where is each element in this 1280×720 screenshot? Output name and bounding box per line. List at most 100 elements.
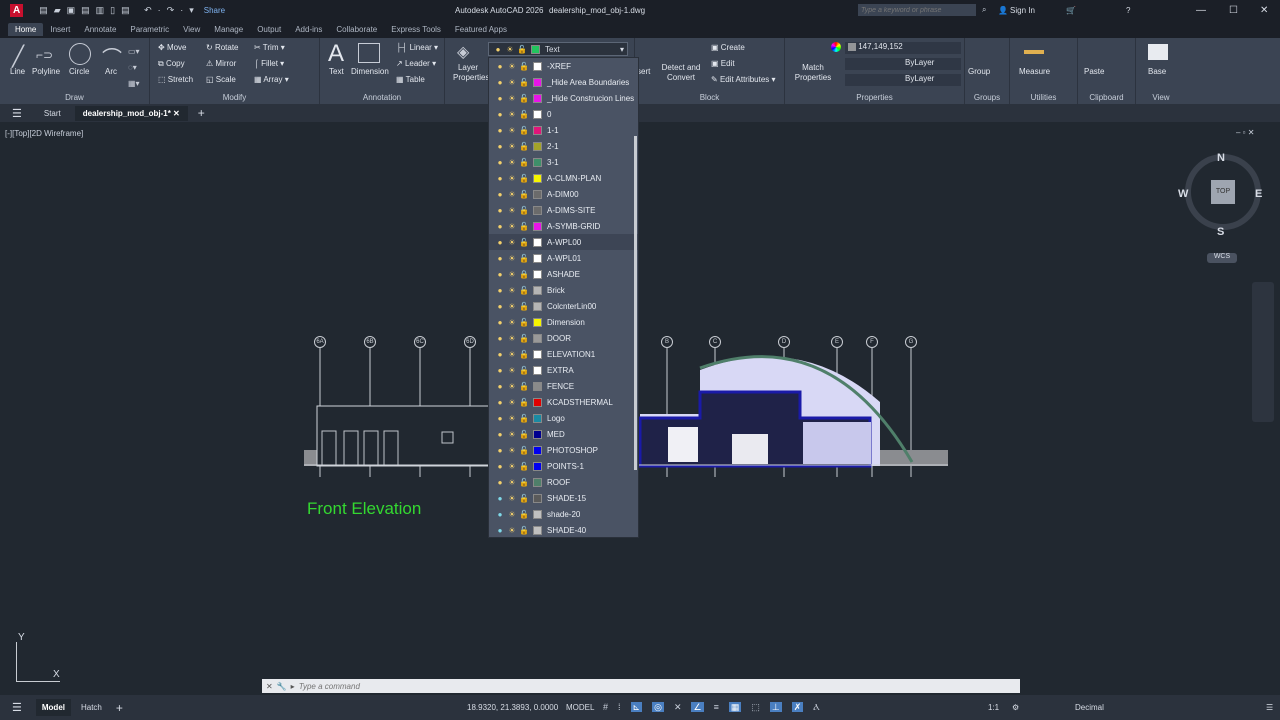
viewport-window-controls[interactable]: – ▫ ✕ bbox=[1236, 128, 1255, 137]
freeze-icon[interactable]: ☀ bbox=[508, 525, 516, 535]
tab-featured-apps[interactable]: Featured Apps bbox=[454, 24, 507, 34]
layer-on-icon[interactable]: ● bbox=[497, 109, 503, 119]
linear-button[interactable]: ├┤ Linear ▾ bbox=[396, 43, 439, 52]
layer-row[interactable]: ● ☀ 🔓 A-WPL01 bbox=[489, 250, 638, 266]
layer-properties-button[interactable]: Layer Properties bbox=[453, 63, 490, 82]
layer-on-icon[interactable]: ● bbox=[497, 429, 503, 439]
freeze-icon[interactable]: ☀ bbox=[508, 333, 516, 343]
layer-row[interactable]: ● ☀ 🔓 PHOTOSHOP bbox=[489, 442, 638, 458]
cart-icon[interactable]: 🛒 bbox=[1066, 5, 1076, 15]
minimize-button[interactable]: — bbox=[1196, 4, 1206, 16]
unlock-icon[interactable]: 🔓 bbox=[519, 157, 529, 167]
tab-view[interactable]: View bbox=[183, 24, 201, 34]
annotation-scale[interactable]: 1:1 bbox=[988, 703, 1000, 712]
freeze-icon[interactable]: ☀ bbox=[508, 301, 516, 311]
freeze-icon[interactable]: ☀ bbox=[508, 397, 516, 407]
trim-button[interactable]: ✂ Trim ▾ bbox=[254, 43, 285, 52]
quick-access-toolbar[interactable]: ▤▰▣▤▥▯▤ ↶·↷·▾ bbox=[39, 4, 200, 15]
layer-on-icon[interactable]: ● bbox=[497, 525, 503, 535]
layer-on-icon[interactable]: ● bbox=[497, 365, 503, 375]
layer-row[interactable]: ● ☀ 🔓 0 bbox=[489, 106, 638, 122]
unlock-icon[interactable]: 🔓 bbox=[519, 413, 529, 423]
dimension-button[interactable]: Dimension bbox=[351, 67, 389, 76]
new-tab-button[interactable]: + bbox=[197, 106, 205, 120]
circle-button[interactable]: Circle bbox=[69, 67, 90, 76]
tab-manage[interactable]: Manage bbox=[214, 24, 244, 34]
close-tab-icon[interactable]: ✕ bbox=[173, 108, 180, 118]
layer-on-icon[interactable]: ● bbox=[497, 221, 503, 231]
close-button[interactable]: ✕ bbox=[1260, 4, 1269, 16]
unlock-icon[interactable]: 🔓 bbox=[519, 237, 529, 247]
viewcube-top[interactable]: TOP bbox=[1211, 180, 1235, 204]
layer-on-icon[interactable]: ● bbox=[497, 189, 503, 199]
unlock-icon[interactable]: 🔓 bbox=[519, 221, 529, 231]
freeze-icon[interactable]: ☀ bbox=[508, 125, 516, 135]
freeze-icon[interactable]: ☀ bbox=[508, 173, 516, 183]
unlock-icon[interactable]: 🔓 bbox=[519, 61, 529, 71]
base-button[interactable]: Base bbox=[1148, 67, 1167, 76]
layer-row[interactable]: ● ☀ 🔓 SHADE-15 bbox=[489, 490, 638, 506]
scale-button[interactable]: ◱ Scale bbox=[206, 75, 236, 84]
unlock-icon[interactable]: 🔓 bbox=[519, 397, 529, 407]
draw-panel-title[interactable]: Draw bbox=[65, 93, 84, 102]
unlock-icon[interactable]: 🔓 bbox=[519, 349, 529, 359]
freeze-icon[interactable]: ☀ bbox=[508, 429, 516, 439]
layer-on-icon[interactable]: ● bbox=[497, 77, 503, 87]
text-button[interactable]: Text bbox=[329, 67, 344, 76]
layer-on-icon[interactable]: ● bbox=[497, 381, 503, 391]
groups-panel-title[interactable]: Groups bbox=[973, 93, 1001, 102]
measure-button[interactable]: Measure bbox=[1019, 67, 1051, 76]
layer-row[interactable]: ● ☀ 🔓 A-WPL00 bbox=[489, 234, 638, 250]
layout-menu-icon[interactable]: ☰ bbox=[12, 702, 22, 714]
freeze-icon[interactable]: ☀ bbox=[508, 189, 516, 199]
command-close-icon[interactable]: ✕ bbox=[266, 681, 273, 691]
search-icon[interactable]: ⌕ bbox=[982, 5, 987, 14]
layer-row[interactable]: ● ☀ 🔓 SHADE-40 bbox=[489, 522, 638, 538]
layer-on-icon[interactable]: ● bbox=[497, 285, 503, 295]
freeze-icon[interactable]: ☀ bbox=[508, 477, 516, 487]
block-panel-title[interactable]: Block bbox=[699, 93, 720, 102]
command-settings-icon[interactable]: 🔧 bbox=[276, 681, 287, 691]
layer-on-icon[interactable]: ● bbox=[497, 141, 503, 151]
stretch-button[interactable]: ⬚ Stretch bbox=[158, 75, 194, 84]
unlock-icon[interactable]: 🔓 bbox=[519, 445, 529, 455]
modify-panel-title[interactable]: Modify bbox=[222, 93, 247, 102]
unlock-icon[interactable]: 🔓 bbox=[519, 365, 529, 375]
layer-row[interactable]: ● ☀ 🔓 A-DIMS-SITE bbox=[489, 202, 638, 218]
workspace-gear-icon[interactable]: ⚙ bbox=[1012, 703, 1020, 712]
group-button[interactable]: Group bbox=[968, 67, 991, 76]
copy-button[interactable]: ⧉ Copy bbox=[158, 59, 185, 68]
freeze-icon[interactable]: ☀ bbox=[508, 461, 516, 471]
tab-express-tools[interactable]: Express Tools bbox=[391, 24, 441, 34]
layer-on-icon[interactable]: ● bbox=[497, 317, 503, 327]
layer-row[interactable]: ● ☀ 🔓 2-1 bbox=[489, 138, 638, 154]
navigation-bar[interactable] bbox=[1252, 282, 1274, 422]
layer-row[interactable]: ● ☀ 🔓 1-1 bbox=[489, 122, 638, 138]
leader-button[interactable]: ↗ Leader ▾ bbox=[396, 59, 437, 68]
freeze-icon[interactable]: ☀ bbox=[508, 365, 516, 375]
layer-on-icon[interactable]: ● bbox=[497, 61, 503, 71]
layer-row[interactable]: ● ☀ 🔓 A-CLMN-PLAN bbox=[489, 170, 638, 186]
tab-parametric[interactable]: Parametric bbox=[130, 24, 170, 34]
layer-row[interactable]: ● ☀ 🔓 3-1 bbox=[489, 154, 638, 170]
unlock-icon[interactable]: 🔓 bbox=[519, 109, 529, 119]
freeze-icon[interactable]: ☀ bbox=[508, 237, 516, 247]
freeze-icon[interactable]: ☀ bbox=[508, 285, 516, 295]
utilities-panel-title[interactable]: Utilities bbox=[1030, 93, 1057, 102]
layer-row[interactable]: ● ☀ 🔒 ASHADE bbox=[489, 266, 638, 282]
paste-button[interactable]: Paste bbox=[1084, 67, 1105, 76]
layer-on-icon[interactable]: ● bbox=[497, 157, 503, 167]
layer-on-icon[interactable]: ● bbox=[497, 397, 503, 407]
layer-row[interactable]: ● ☀ 🔓 EXTRA bbox=[489, 362, 638, 378]
insert-button[interactable]: sert bbox=[637, 67, 651, 76]
unlock-icon[interactable]: 🔓 bbox=[519, 509, 529, 519]
properties-panel-title[interactable]: Properties bbox=[856, 93, 893, 102]
layer-row[interactable]: ● ☀ 🔓 Logo bbox=[489, 410, 638, 426]
wcs-menu[interactable]: WCS bbox=[1207, 253, 1237, 263]
freeze-icon[interactable]: ☀ bbox=[508, 109, 516, 119]
annotation-panel-title[interactable]: Annotation bbox=[362, 93, 402, 102]
unlock-icon[interactable]: 🔓 bbox=[519, 461, 529, 471]
active-document-tab[interactable]: dealership_mod_obj-1* ✕ bbox=[74, 105, 188, 121]
tab-output[interactable]: Output bbox=[257, 24, 282, 34]
edit-block-button[interactable]: ▣ Edit bbox=[711, 59, 735, 68]
